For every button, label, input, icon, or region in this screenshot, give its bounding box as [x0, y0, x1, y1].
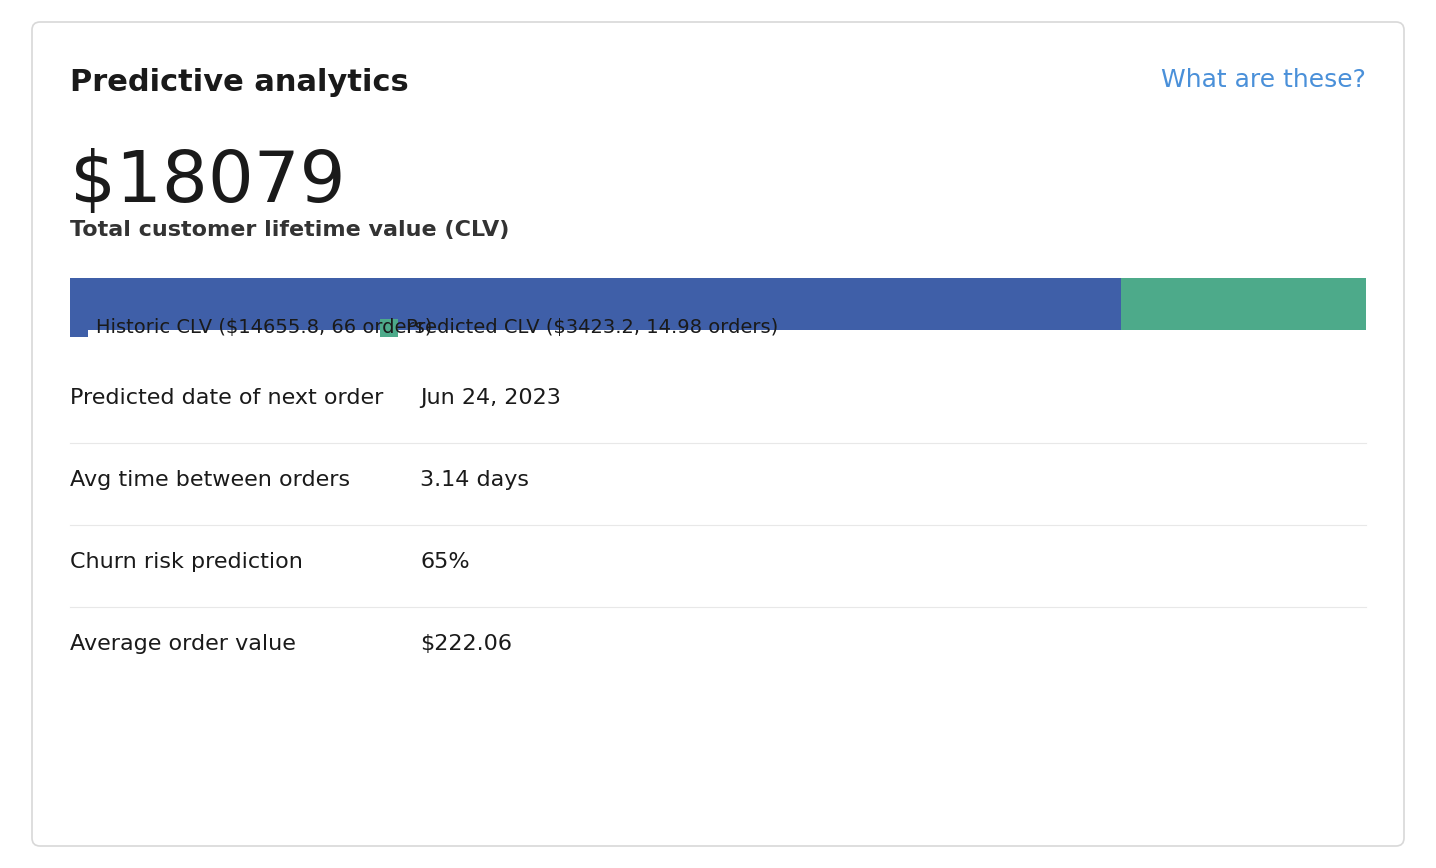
Bar	[1120, 278, 1366, 330]
Text: Churn risk prediction: Churn risk prediction	[70, 552, 303, 572]
Text: Total customer lifetime value (CLV): Total customer lifetime value (CLV)	[70, 220, 510, 240]
Text: Avg time between orders: Avg time between orders	[70, 470, 350, 490]
Text: Average order value: Average order value	[70, 634, 296, 654]
FancyBboxPatch shape	[32, 22, 1404, 846]
Bar	[70, 319, 88, 337]
Text: 65%: 65%	[419, 552, 470, 572]
Text: Predictive analytics: Predictive analytics	[70, 68, 409, 97]
Text: $18079: $18079	[70, 148, 346, 217]
Text: Historic CLV ($14655.8, 66 orders): Historic CLV ($14655.8, 66 orders)	[96, 318, 432, 337]
Bar	[70, 278, 1120, 330]
Text: Predicted CLV ($3423.2, 14.98 orders): Predicted CLV ($3423.2, 14.98 orders)	[406, 318, 778, 337]
Bar	[381, 319, 398, 337]
Text: $222.06: $222.06	[419, 634, 513, 654]
Text: Jun 24, 2023: Jun 24, 2023	[419, 388, 561, 408]
Text: What are these?: What are these?	[1162, 68, 1366, 92]
Text: 3.14 days: 3.14 days	[419, 470, 528, 490]
Text: Predicted date of next order: Predicted date of next order	[70, 388, 383, 408]
